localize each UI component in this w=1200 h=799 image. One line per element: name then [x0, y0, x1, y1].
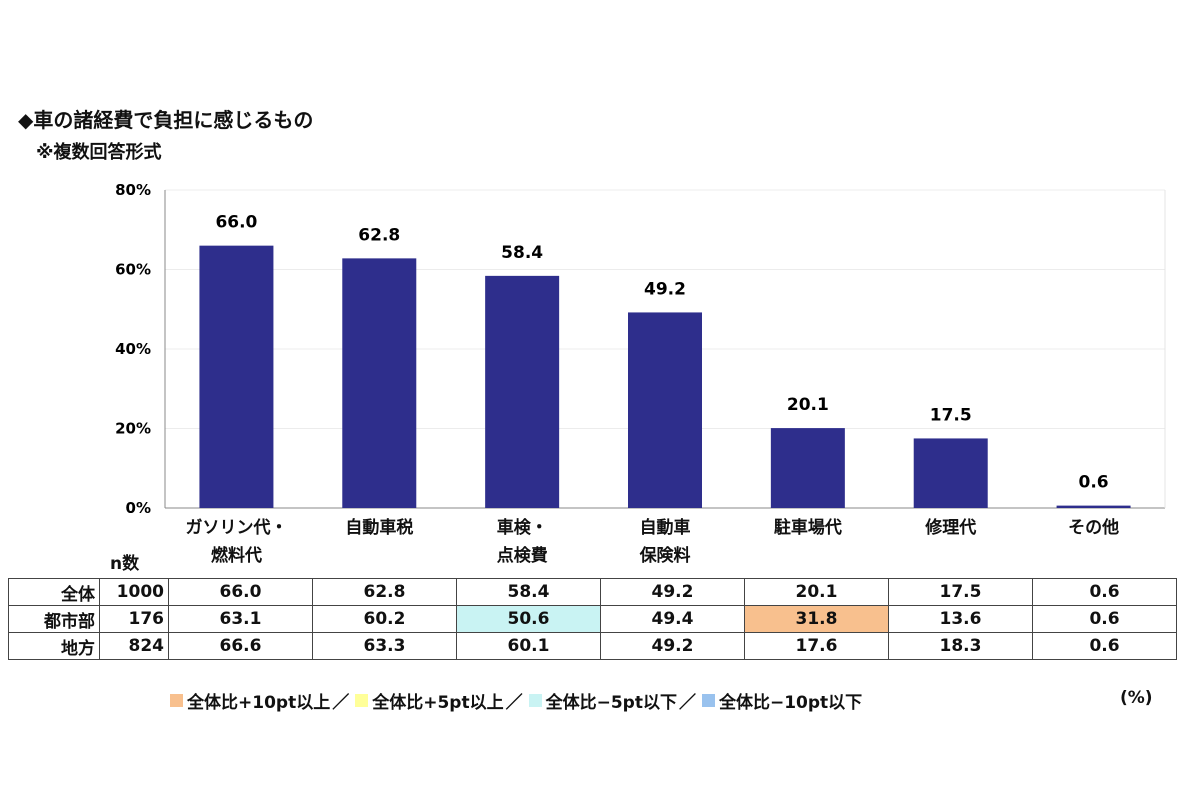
table-cell: 49.4 — [600, 605, 745, 633]
legend-item: 全体比−10pt以下 — [701, 688, 863, 713]
bar — [1056, 505, 1131, 508]
table-row: 都市部 176 63.1 60.2 50.6 49.4 31.8 13.6 0.6 — [8, 605, 1177, 633]
y-tick-label: 0% — [126, 499, 151, 517]
legend-label: 全体比+5pt以上 — [372, 693, 504, 713]
legend-label: 全体比−10pt以下 — [718, 693, 863, 713]
y-tick-label: 60% — [115, 261, 151, 279]
table-cell: 66.0 — [168, 578, 313, 606]
row-label: 都市部 — [8, 605, 100, 633]
table-cell: 17.5 — [888, 578, 1033, 606]
unit-label: (%) — [1120, 688, 1153, 708]
legend-separator: ／ — [505, 693, 523, 713]
y-tick-label: 20% — [115, 420, 151, 438]
bar-value-label: 49.2 — [644, 279, 686, 299]
y-tick-label: 40% — [115, 340, 151, 358]
row-label: 全体 — [8, 578, 100, 606]
category-label: ガソリン代・ 燃料代 — [185, 518, 288, 566]
bars — [199, 245, 1131, 508]
legend-separator: ／ — [678, 693, 696, 713]
bar-value-label: 0.6 — [1079, 473, 1109, 493]
table-cell: 17.6 — [744, 632, 889, 660]
y-tick-label: 80% — [115, 181, 151, 199]
row-n-count: 1000 — [99, 578, 169, 606]
n-count-header: n数 — [110, 554, 140, 574]
row-n-count: 176 — [99, 605, 169, 633]
bar-value-label: 20.1 — [787, 395, 829, 415]
table-cell: 20.1 — [744, 578, 889, 606]
bar — [913, 438, 988, 508]
row-label: 地方 — [8, 632, 100, 660]
category-label: 修理代 — [925, 518, 977, 538]
bar-value-label: 17.5 — [930, 405, 972, 425]
table-cell: 66.6 — [168, 632, 313, 660]
legend-item: 全体比+10pt以上 — [170, 688, 330, 713]
category-label: 自動車税 — [345, 518, 414, 538]
bar — [770, 428, 845, 508]
table-cell: 0.6 — [1032, 632, 1177, 660]
legend-label: 全体比−5pt以下 — [545, 693, 677, 713]
legend-label: 全体比+10pt以上 — [187, 693, 331, 713]
bar — [342, 258, 417, 508]
legend-swatch — [355, 694, 369, 707]
bar-value-label: 58.4 — [501, 243, 543, 263]
table-cell: 63.3 — [312, 632, 457, 660]
table-row: 地方 824 66.6 63.3 60.1 49.2 17.6 18.3 0.6 — [8, 632, 1177, 660]
bar-value-label: 66.0 — [215, 213, 257, 233]
table-cell: 63.1 — [168, 605, 313, 633]
bar — [628, 312, 702, 508]
chart-subtitle: ※複数回答形式 — [36, 142, 162, 163]
data-table: 全体 1000 66.0 62.8 58.4 49.2 20.1 17.5 0.6 都市部 176 6… — [8, 578, 1177, 660]
category-label: 駐車場代 — [773, 518, 842, 538]
table-cell: 0.6 — [1032, 578, 1177, 606]
bar-value-label: 62.8 — [358, 225, 400, 245]
chart-title: ◆車の諸経費で負担に感じるもの — [18, 108, 314, 132]
legend-swatch — [528, 694, 542, 707]
table-cell: 49.2 — [600, 578, 745, 606]
table-cell: 18.3 — [888, 632, 1033, 660]
table-cell: 50.6 — [456, 605, 601, 633]
legend-item: 全体比−5pt以下 — [528, 688, 677, 713]
table-cell: 0.6 — [1032, 605, 1177, 633]
category-label: 車検・ 点検費 — [496, 518, 548, 566]
table-cell: 49.2 — [600, 632, 745, 660]
legend-swatch — [170, 694, 183, 707]
legend: 全体比+10pt以上／全体比+5pt以上／全体比−5pt以下／全体比−10pt以… — [170, 688, 862, 713]
category-label: その他 — [1068, 518, 1120, 538]
table-cell: 62.8 — [312, 578, 457, 606]
row-n-count: 824 — [99, 632, 169, 660]
legend-item: 全体比+5pt以上 — [355, 688, 504, 713]
table-cell: 13.6 — [888, 605, 1033, 633]
table-cell: 60.1 — [456, 632, 601, 660]
table-row: 全体 1000 66.0 62.8 58.4 49.2 20.1 17.5 0.6 — [8, 578, 1177, 606]
bar — [485, 275, 560, 508]
bar-chart: 0% 20% 40% 60% 80% 66.0 62.8 58.4 49.2 20.1 17.5 0… — [115, 181, 1166, 517]
legend-swatch — [701, 694, 715, 707]
bar — [199, 245, 274, 508]
legend-separator: ／ — [332, 693, 350, 713]
table-cell: 60.2 — [312, 605, 457, 633]
value-labels: 66.0 62.8 58.4 49.2 20.1 17.5 0.6 — [215, 213, 1108, 493]
y-axis-ticks: 0% 20% 40% 60% 80% — [115, 181, 151, 517]
table-cell: 31.8 — [744, 605, 889, 633]
table-cell: 58.4 — [456, 578, 601, 606]
category-label: 自動車 保険料 — [639, 518, 691, 566]
